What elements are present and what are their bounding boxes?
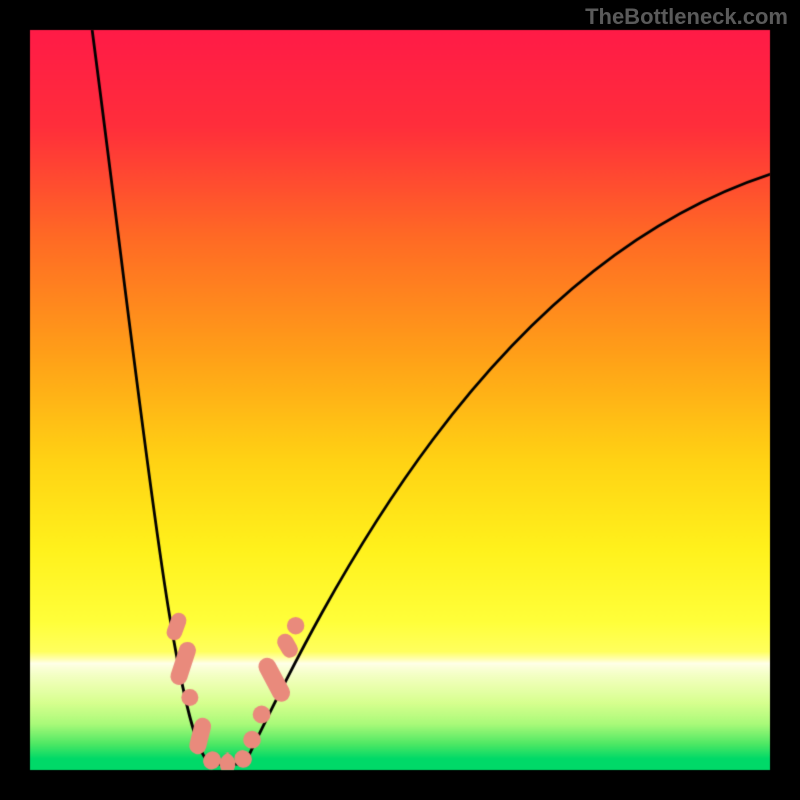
bottleneck-curve bbox=[0, 0, 800, 800]
stage: TheBottleneck.com bbox=[0, 0, 800, 800]
watermark-text: TheBottleneck.com bbox=[585, 4, 788, 30]
